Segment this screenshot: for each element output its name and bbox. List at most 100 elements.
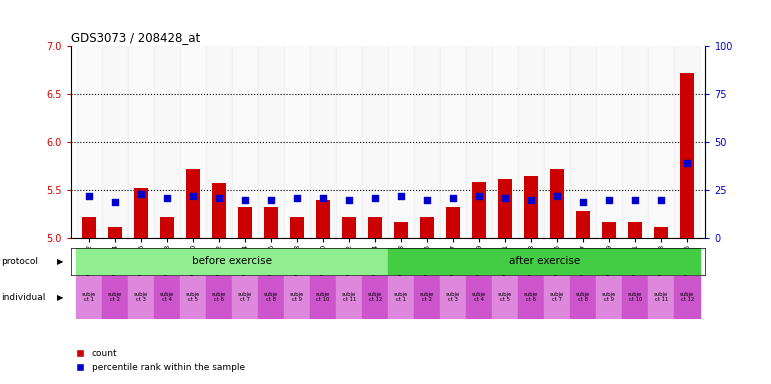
Text: subje
ct 11: subje ct 11 (654, 292, 668, 303)
Text: subje
ct 7: subje ct 7 (238, 292, 252, 303)
Bar (628, 222, 642, 238)
Bar (310, 46, 336, 238)
Point (161, 195, 173, 201)
Text: ▶: ▶ (57, 257, 63, 266)
Bar (128, 46, 154, 238)
Bar (180, 46, 206, 238)
Point (447, 195, 460, 201)
Text: subje
ct 7: subje ct 7 (550, 292, 564, 303)
Point (109, 199, 121, 205)
Point (369, 195, 382, 201)
Bar (622, 276, 648, 319)
Point (265, 197, 278, 203)
Text: individual: individual (2, 293, 46, 302)
Point (421, 197, 433, 203)
Point (577, 199, 589, 205)
Bar (446, 207, 460, 238)
Bar (394, 222, 409, 238)
Bar (602, 222, 616, 238)
Text: subje
ct 9: subje ct 9 (290, 292, 305, 303)
Bar (362, 46, 389, 238)
Bar (388, 46, 414, 238)
Bar (258, 46, 284, 238)
Bar (284, 46, 310, 238)
Point (395, 193, 407, 199)
Text: subje
ct 3: subje ct 3 (446, 292, 460, 303)
Bar (76, 276, 102, 319)
Bar (654, 227, 668, 238)
Bar (492, 46, 518, 238)
Bar (284, 276, 310, 319)
Text: subje
ct 9: subje ct 9 (602, 292, 616, 303)
Bar (389, 248, 700, 275)
Bar (76, 46, 102, 238)
Text: subje
ct 4: subje ct 4 (472, 292, 487, 303)
Bar (336, 46, 362, 238)
Text: after exercise: after exercise (509, 256, 580, 266)
Bar (498, 179, 513, 238)
Bar (440, 276, 466, 319)
Bar (648, 276, 675, 319)
Bar (544, 46, 571, 238)
Point (291, 195, 303, 201)
Bar (389, 276, 414, 319)
Bar (316, 200, 330, 238)
Bar (180, 276, 206, 319)
Text: subje
ct 5: subje ct 5 (186, 292, 200, 303)
Bar (518, 276, 544, 319)
Point (473, 193, 486, 199)
Bar (466, 46, 492, 238)
Bar (362, 276, 389, 319)
Bar (576, 211, 591, 238)
Text: protocol: protocol (2, 257, 39, 266)
Point (551, 193, 564, 199)
Bar (206, 46, 232, 238)
Bar (102, 46, 128, 238)
Bar (102, 276, 128, 319)
Bar (290, 217, 305, 238)
Bar (414, 276, 440, 319)
Bar (82, 217, 96, 238)
Bar (440, 46, 466, 238)
Text: subje
ct 5: subje ct 5 (498, 292, 513, 303)
Bar (550, 169, 564, 238)
Point (187, 193, 200, 199)
Bar (76, 248, 389, 275)
Bar (675, 276, 700, 319)
Point (629, 197, 641, 203)
Bar (186, 169, 200, 238)
Legend: count, percentile rank within the sample: count, percentile rank within the sample (76, 349, 245, 372)
Bar (206, 276, 232, 319)
Bar (128, 276, 154, 319)
Bar (596, 46, 622, 238)
Text: subje
ct 6: subje ct 6 (212, 292, 226, 303)
Text: subje
ct 10: subje ct 10 (316, 292, 330, 303)
Text: subje
ct 8: subje ct 8 (264, 292, 278, 303)
Bar (134, 188, 148, 238)
Point (317, 195, 329, 201)
Bar (472, 182, 487, 238)
Bar (310, 276, 336, 319)
Text: subje
ct 12: subje ct 12 (368, 292, 382, 303)
Bar (368, 217, 382, 238)
Point (135, 191, 147, 197)
Bar (571, 276, 596, 319)
Text: subje
ct 6: subje ct 6 (524, 292, 538, 303)
Bar (212, 183, 227, 238)
Bar (571, 46, 596, 238)
Bar (108, 227, 123, 238)
Text: before exercise: before exercise (192, 256, 272, 266)
Point (681, 160, 693, 166)
Bar (596, 276, 622, 319)
Bar (160, 217, 174, 238)
Bar (232, 276, 258, 319)
Bar (336, 276, 362, 319)
Text: subje
ct 3: subje ct 3 (134, 292, 148, 303)
Point (655, 197, 668, 203)
Text: ▶: ▶ (57, 293, 63, 302)
Text: subje
ct 4: subje ct 4 (160, 292, 174, 303)
Text: subje
ct 1: subje ct 1 (394, 292, 409, 303)
Text: GDS3073 / 208428_at: GDS3073 / 208428_at (71, 31, 200, 44)
Bar (420, 217, 434, 238)
Point (525, 197, 537, 203)
